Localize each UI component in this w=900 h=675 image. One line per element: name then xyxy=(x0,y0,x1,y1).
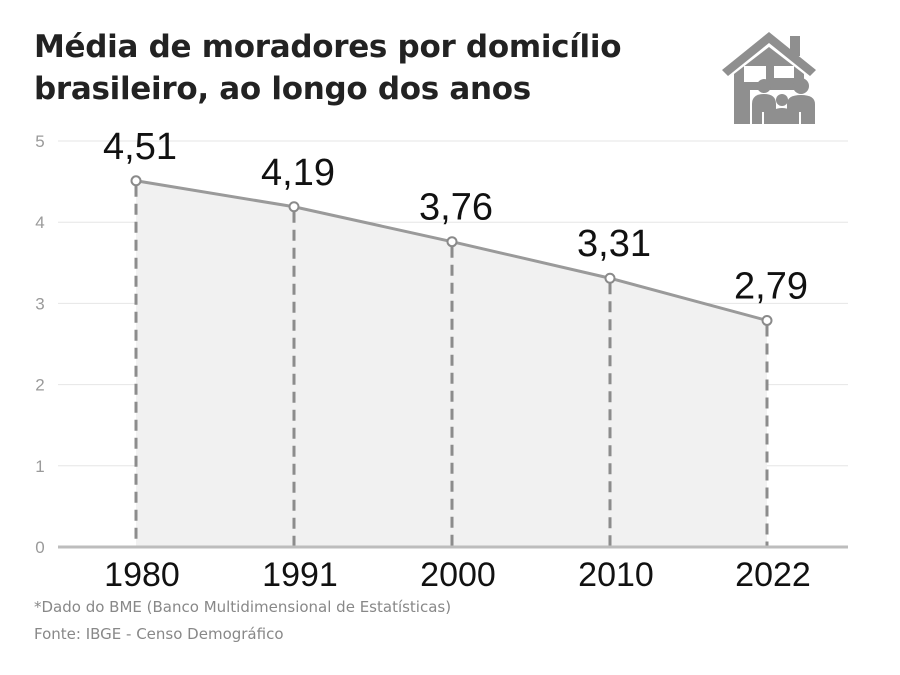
value-label-2000: 3,76 xyxy=(419,187,493,229)
x-label-2010: 2010 xyxy=(578,556,654,594)
x-label-2022: 2022 xyxy=(735,556,811,594)
title-line-2: brasileiro, ao longo dos anos xyxy=(34,71,531,107)
source-note: Fonte: IBGE - Censo Demográfico xyxy=(34,625,284,643)
title-line-1: Média de moradores por domicílio xyxy=(34,29,622,65)
x-label-2000: 2000 xyxy=(420,556,496,594)
x-label-1991: 1991 xyxy=(262,556,338,594)
x-label-1980: 1980 xyxy=(104,556,180,594)
value-label-1991: 4,19 xyxy=(261,152,335,194)
value-label-2022: 2,79 xyxy=(734,265,808,307)
y-tick-label: 5 xyxy=(35,132,44,151)
y-tick-label: 0 xyxy=(35,538,44,557)
value-label-1980: 4,51 xyxy=(103,126,177,168)
value-label-2010: 3,31 xyxy=(577,223,651,265)
y-tick-label: 4 xyxy=(35,213,44,232)
data-point-2000 xyxy=(446,236,458,248)
data-points xyxy=(130,175,773,326)
value-labels: 4,51 4,19 3,76 3,31 2,79 xyxy=(103,126,808,308)
footnote: *Dado do BME (Banco Multidimensional de … xyxy=(34,598,452,616)
y-tick-label: 2 xyxy=(35,376,44,395)
y-tick-label: 3 xyxy=(35,294,44,313)
y-tick-label: 1 xyxy=(35,457,44,476)
x-axis-labels: 1980 1991 2000 2010 2022 xyxy=(104,556,811,594)
data-point-2022 xyxy=(761,314,773,326)
house-family-icon xyxy=(722,32,816,124)
data-point-1980 xyxy=(130,175,142,187)
data-point-1991 xyxy=(288,201,300,213)
guide-lines xyxy=(134,185,769,547)
chart-title: Média de moradores por domicílio brasile… xyxy=(34,26,714,110)
y-axis-ticks: 0 1 2 3 4 5 xyxy=(35,132,44,557)
data-point-2010 xyxy=(604,272,616,284)
